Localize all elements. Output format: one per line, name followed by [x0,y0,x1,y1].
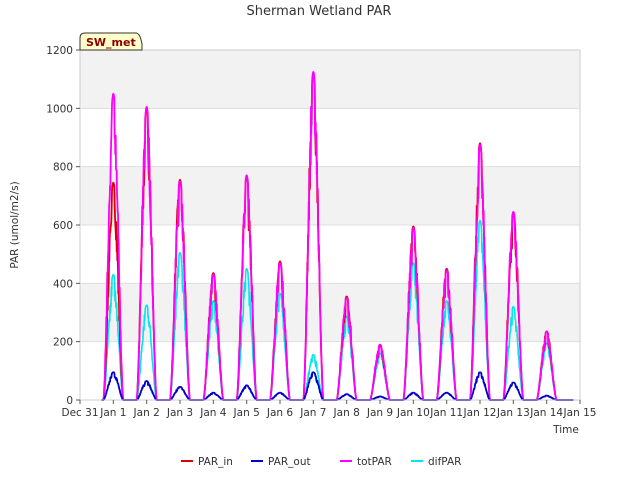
y-tick-label: 0 [66,395,73,407]
x-tick-label: Jan 1 [99,407,126,419]
x-tick-label: Jan 14 [529,407,563,419]
x-tick-label: Jan 15 [563,407,597,419]
x-tick-label: Jan 3 [166,407,193,419]
legend-label: totPAR [357,456,392,468]
plot-band [80,283,580,342]
x-tick-label: Dec 31 [61,407,98,419]
plot-band [80,341,580,400]
x-tick-label: Jan 11 [429,407,463,419]
y-tick-label: 200 [53,337,73,349]
plot-band [80,166,580,225]
x-axis-label: Time [552,424,579,436]
plot-background [80,50,580,400]
y-tick-label: 600 [53,220,73,232]
badge-box [79,32,143,51]
legend: PAR_in PAR_out totPAR difPAR [181,456,461,468]
x-tick-label: Jan 12 [463,407,497,419]
x-tick-label: Jan 4 [199,407,227,419]
y-tick-label: 800 [53,162,73,174]
sw-met-badge: SW_met [79,32,143,51]
legend-label: PAR_in [198,456,233,468]
plot-band [80,50,580,109]
x-tick-label: Jan 7 [299,407,326,419]
x-tick-label: Jan 5 [233,407,260,419]
badge-label: SW_met [86,36,136,49]
x-tick-label: Jan 13 [496,407,530,419]
x-tick-label: Jan 6 [266,407,294,419]
y-tick-label: 1200 [46,45,73,57]
y-axis-ticks: 0 200 400 600 800 1000 1200 [46,45,80,407]
legend-label: PAR_out [268,456,311,468]
x-tick-label: Jan 10 [396,407,430,419]
legend-label: difPAR [428,456,461,468]
x-tick-label: Jan 2 [133,407,160,419]
chart-title: Sherman Wetland PAR [247,4,392,19]
plot-band [80,225,580,284]
plot-band [80,108,580,167]
y-axis-label: PAR (umol/m2/s) [9,181,21,268]
x-axis-ticks: Dec 31 Jan 1 Jan 2 Jan 3 Jan 4 Jan 5 Jan 6 Jan … [61,400,596,419]
x-tick-label: Jan 9 [366,407,393,419]
x-tick-label: Jan 8 [333,407,360,419]
y-tick-label: 1000 [46,103,73,115]
y-tick-label: 400 [53,278,73,290]
